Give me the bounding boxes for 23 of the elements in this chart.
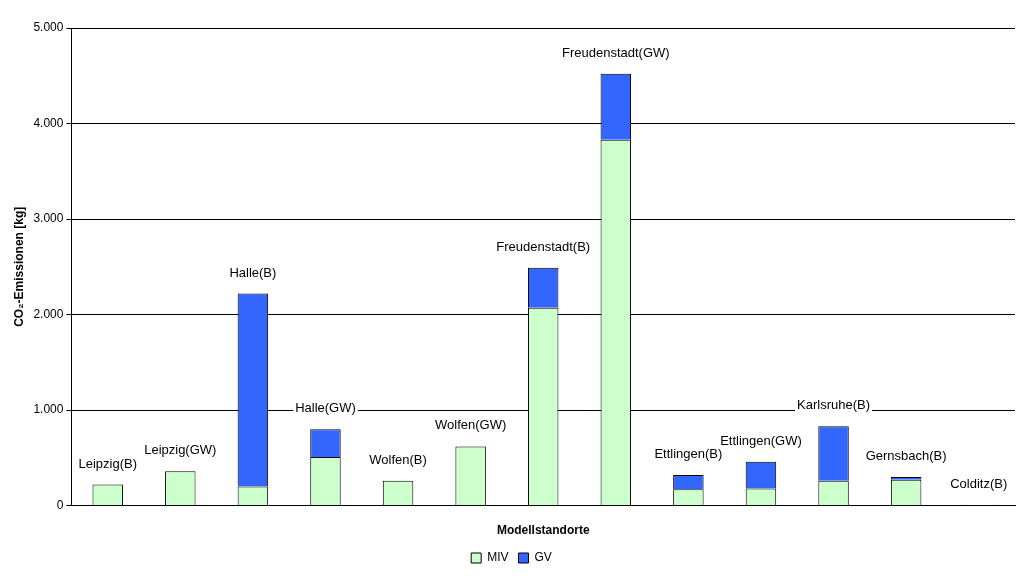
y-tick-label: 0 xyxy=(56,497,64,512)
y-tick-label: 5.000 xyxy=(33,20,64,35)
x-tick-label: Leipzig(GW) xyxy=(144,442,217,458)
x-axis-title: Modellstandorte xyxy=(496,523,590,538)
x-tick-label: Wolfen(GW) xyxy=(435,417,507,433)
x-tick-label: Halle(GW) xyxy=(295,400,356,416)
legend-label: MIV xyxy=(487,550,509,565)
x-tick-label: Halle(B) xyxy=(229,264,277,280)
x-tick-label: Karlsruhe(B) xyxy=(797,397,871,413)
x-tick-label: Freudenstadt(GW) xyxy=(561,44,670,60)
x-tick-label: Wolfen(B) xyxy=(369,451,427,467)
y-axis-title: CO₂-Emissionen [kg] xyxy=(11,206,26,327)
y-tick-label: 2.000 xyxy=(33,306,64,321)
x-tick-label: Gernsbach(B) xyxy=(865,448,947,464)
y-tick-label: 3.000 xyxy=(33,211,64,226)
x-tick-label: Ettlingen(B) xyxy=(654,446,723,462)
y-tick-label: 4.000 xyxy=(33,115,64,130)
x-tick-label: Leipzig(B) xyxy=(78,455,137,471)
x-tick-label: Colditz(B) xyxy=(950,475,1008,491)
y-tick-label: 1.000 xyxy=(33,402,64,417)
x-tick-label: Ettlingen(GW) xyxy=(720,432,802,448)
x-tick-label: Freudenstadt(B) xyxy=(496,238,591,254)
legend-label: GV xyxy=(534,550,552,565)
